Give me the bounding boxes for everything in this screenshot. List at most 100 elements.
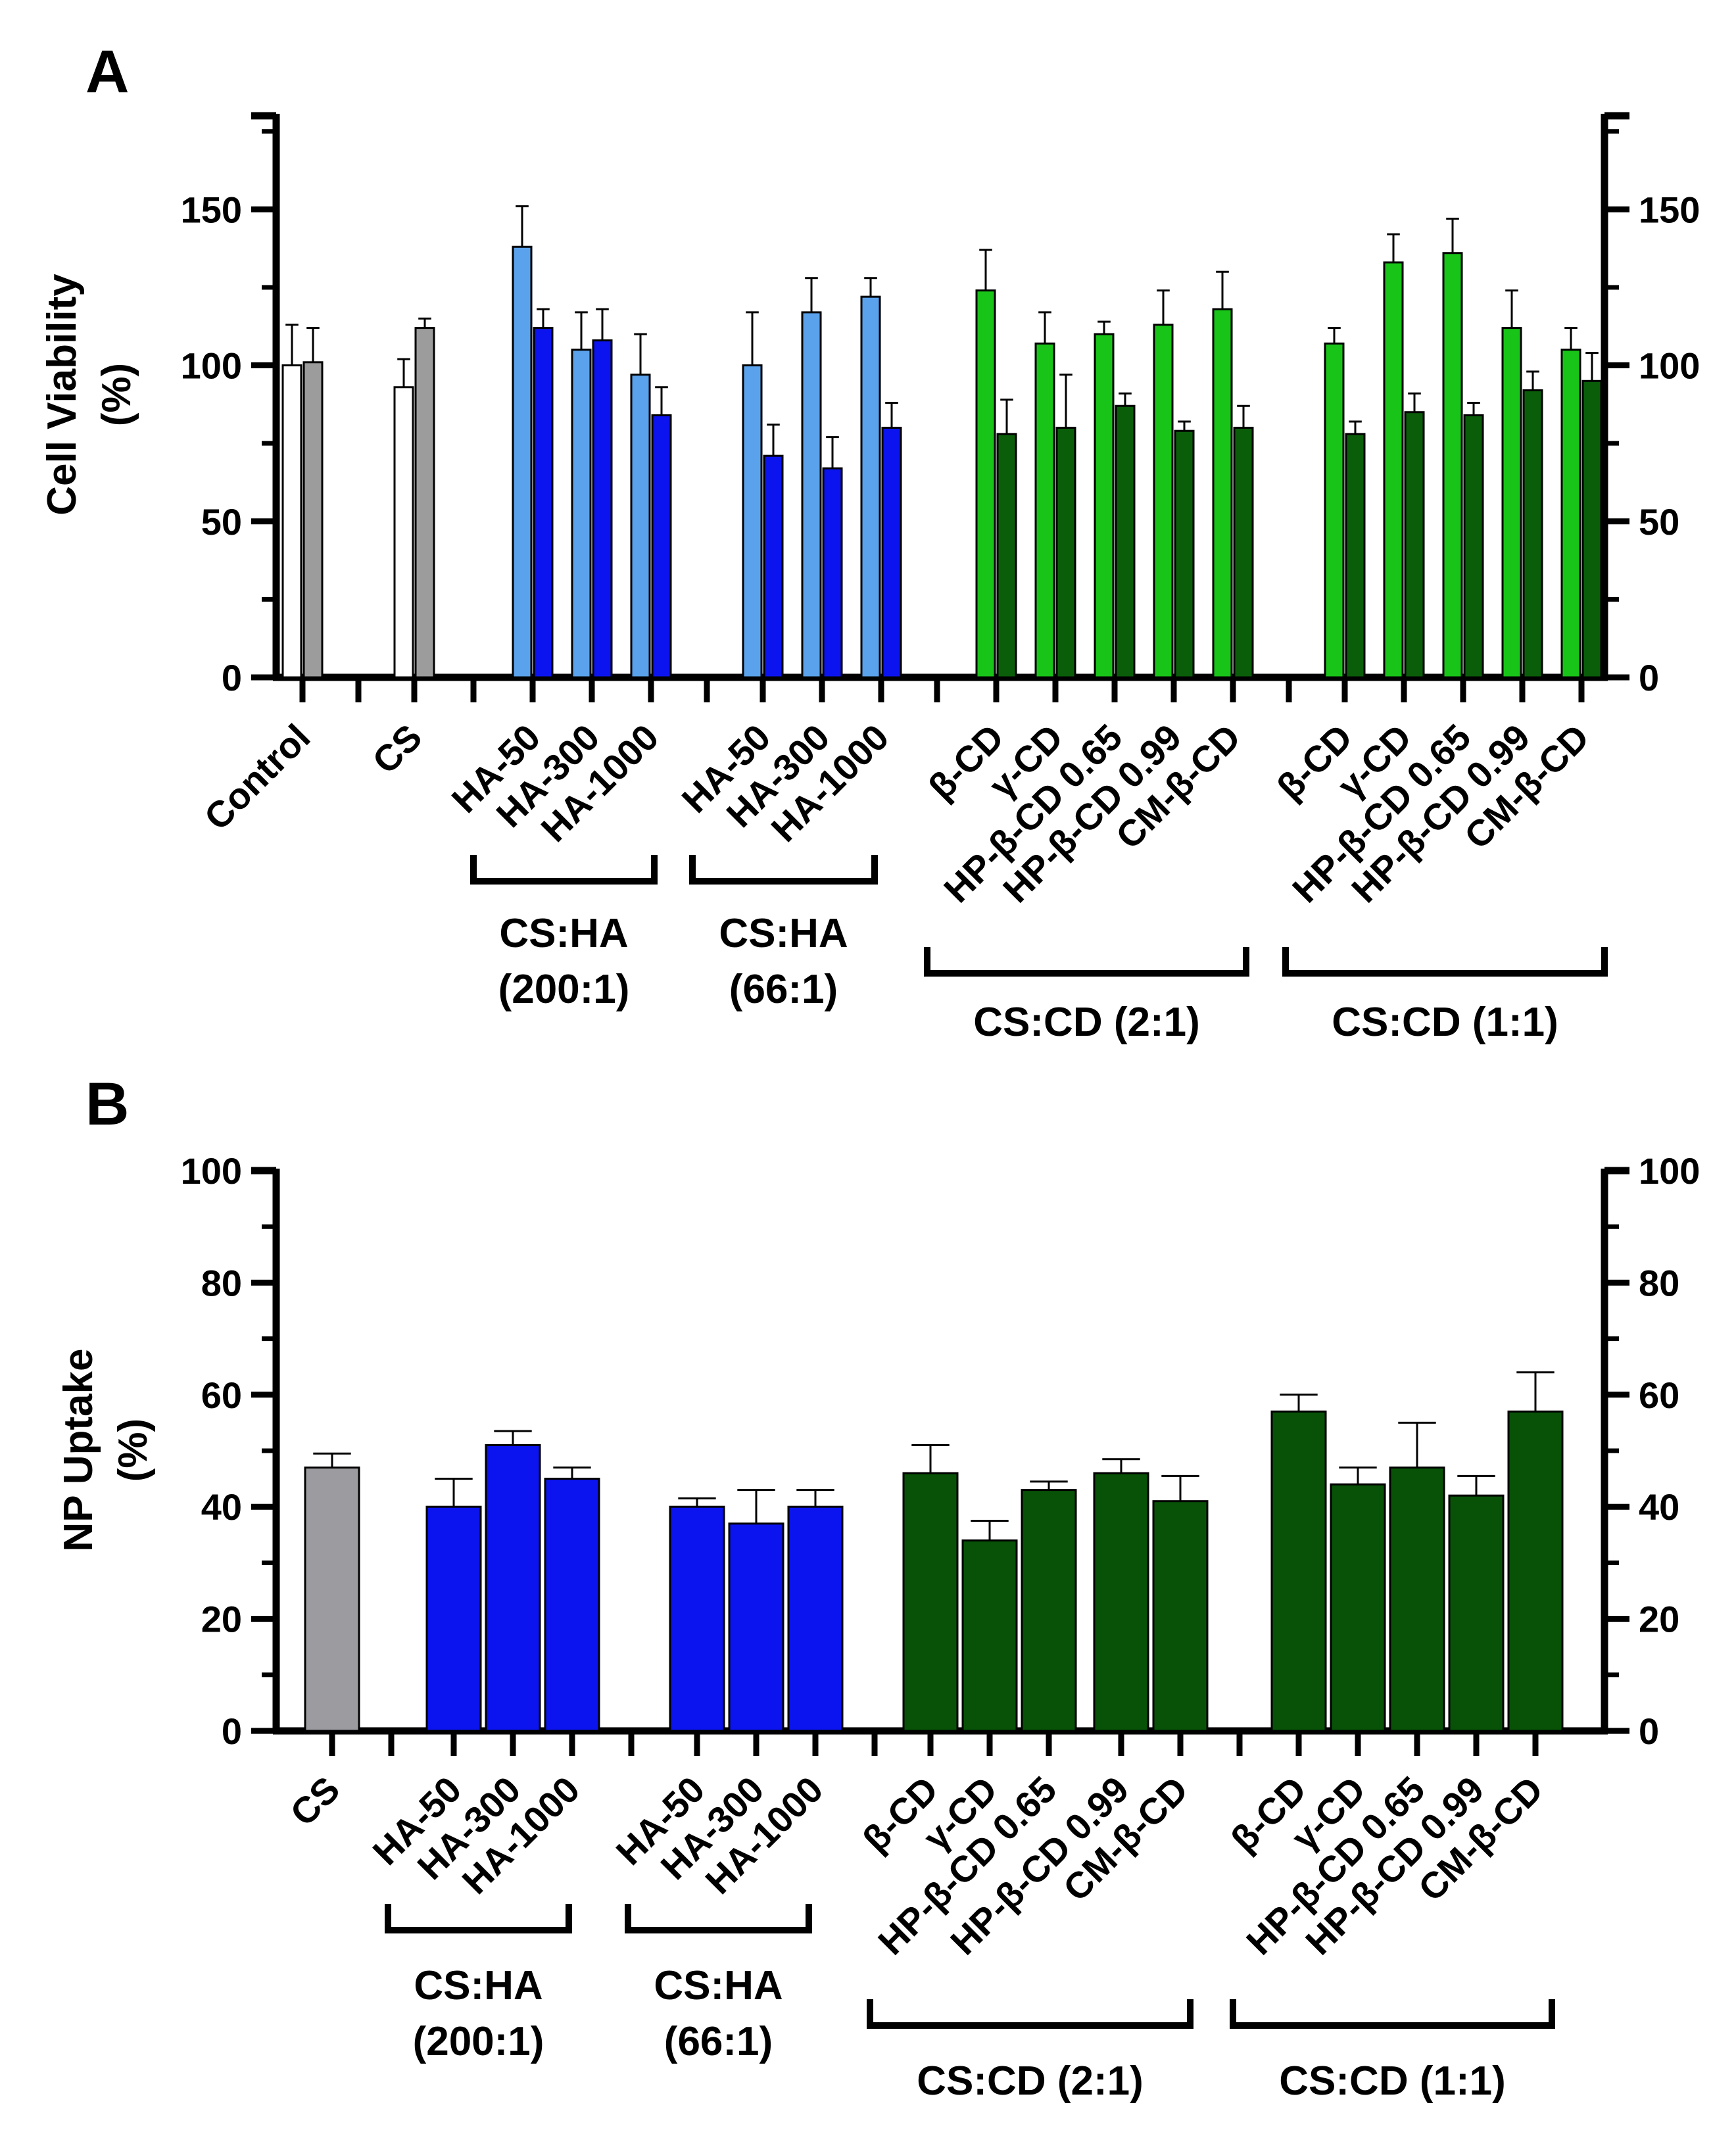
group-sublabel: (66:1) (664, 2019, 773, 2064)
y-tick-label-right: 20 (1639, 1599, 1679, 1640)
y-axis-unit: (%) (94, 363, 139, 426)
bar-series-2 (1115, 404, 1136, 679)
bar-series-1 (1034, 342, 1055, 679)
bar-series-1 (801, 311, 822, 679)
y-axis-unit: (%) (110, 1419, 156, 1482)
group-label: CS:HA (719, 911, 848, 956)
bar-series-1 (742, 364, 763, 679)
group-label: CS:HA (414, 1963, 542, 2008)
bar (485, 1444, 541, 1732)
bar (304, 1467, 360, 1732)
chart-a-plot: 0 0 50 50 100 100 150 150 Cell Viability (%) Contr… (39, 112, 1700, 1045)
bar (1448, 1494, 1505, 1732)
y-axis-label: Cell Viability (39, 274, 85, 516)
bar-series-2 (1174, 429, 1195, 679)
bar-series-1 (1094, 333, 1115, 679)
bar (902, 1472, 959, 1732)
panel-b-label: B (85, 1071, 129, 1138)
bar-series-2 (1522, 389, 1543, 679)
bar (1152, 1500, 1209, 1732)
bar (961, 1539, 1018, 1732)
bar (1507, 1410, 1564, 1732)
y-tick-label-right: 60 (1639, 1374, 1679, 1416)
bar-series-2 (651, 414, 672, 679)
y-tick-label-right: 100 (1639, 1150, 1700, 1192)
bar-series-2 (763, 454, 784, 679)
bar-series-1 (1560, 349, 1581, 679)
y-tick-label-left: 0 (222, 1711, 242, 1752)
bar-series-1 (860, 295, 881, 679)
bar (1093, 1472, 1149, 1732)
y-tick-label-left: 80 (201, 1262, 242, 1303)
group-bracket (867, 1999, 1194, 2029)
group-bracket (1282, 947, 1608, 977)
y-tick-label-right: 150 (1639, 189, 1700, 230)
bar-series-1 (1383, 261, 1404, 679)
x-tick-label: CS (364, 716, 430, 782)
bar (728, 1522, 784, 1732)
bar-series-2 (1345, 433, 1366, 679)
bar (544, 1478, 600, 1732)
group-sublabel: (66:1) (729, 967, 838, 1012)
y-tick-label-right: 40 (1639, 1486, 1679, 1528)
group-label: CS:CD (1:1) (1332, 1000, 1558, 1045)
bar (669, 1505, 725, 1732)
bar-series-2 (592, 339, 613, 679)
group-label: CS:HA (499, 911, 628, 956)
group-bracket (470, 855, 658, 885)
y-tick-label-right: 100 (1639, 345, 1700, 387)
group-bracket (625, 1904, 812, 1933)
bar-series-2 (533, 327, 554, 679)
bar-series-2 (881, 426, 902, 679)
y-tick-label-right: 0 (1639, 1711, 1659, 1752)
y-tick-label-left: 0 (222, 657, 242, 698)
group-sublabel: (200:1) (498, 967, 630, 1012)
bar-series-2 (1404, 411, 1425, 679)
bar-series-2 (822, 467, 843, 679)
bar-series-1 (1212, 308, 1233, 679)
bar-series-1 (1153, 324, 1174, 679)
group-sublabel: (200:1) (413, 2019, 544, 2064)
y-axis-label: NP Uptake (56, 1349, 101, 1552)
bar-series-2 (996, 433, 1017, 679)
y-tick-label-left: 100 (181, 1150, 242, 1192)
bar-series-2 (1463, 414, 1484, 679)
panel-a-label: A (85, 38, 129, 105)
bar-series-2 (1233, 426, 1254, 679)
y-tick-label-left: 20 (201, 1599, 242, 1640)
bar-series-1 (571, 349, 592, 679)
y-tick-label-left: 50 (201, 501, 242, 543)
y-tick-label-left: 150 (181, 189, 242, 230)
x-tick-label: Control (196, 716, 318, 838)
bar-series-2 (1581, 379, 1603, 679)
bar (1330, 1483, 1386, 1732)
bar (1021, 1489, 1077, 1732)
group-label: CS:HA (654, 1963, 783, 2008)
bar (1389, 1467, 1445, 1732)
bar-series-1 (1501, 327, 1522, 679)
bar (1270, 1410, 1327, 1732)
group-bracket (1230, 1999, 1555, 2029)
y-tick-label-left: 60 (201, 1374, 242, 1416)
group-label: CS:CD (2:1) (917, 2058, 1143, 2104)
bar-series-1 (281, 364, 302, 679)
group-bracket (924, 947, 1249, 977)
bar-series-1 (1442, 252, 1463, 679)
bar-series-1 (1324, 342, 1345, 679)
group-bracket (689, 855, 878, 885)
x-tick-label: CS (282, 1768, 348, 1834)
group-label: CS:CD (2:1) (973, 1000, 1199, 1045)
bar (425, 1505, 482, 1732)
bar (787, 1505, 844, 1732)
y-tick-label-right: 0 (1639, 657, 1659, 698)
bar-series-1 (975, 289, 996, 679)
y-tick-label-right: 50 (1639, 501, 1679, 543)
bar-series-1 (393, 386, 414, 679)
group-label: CS:CD (1:1) (1279, 2058, 1505, 2104)
bar-series-2 (302, 361, 324, 679)
bar-series-2 (414, 327, 435, 679)
bar-series-1 (630, 374, 651, 679)
y-tick-label-right: 80 (1639, 1262, 1679, 1303)
